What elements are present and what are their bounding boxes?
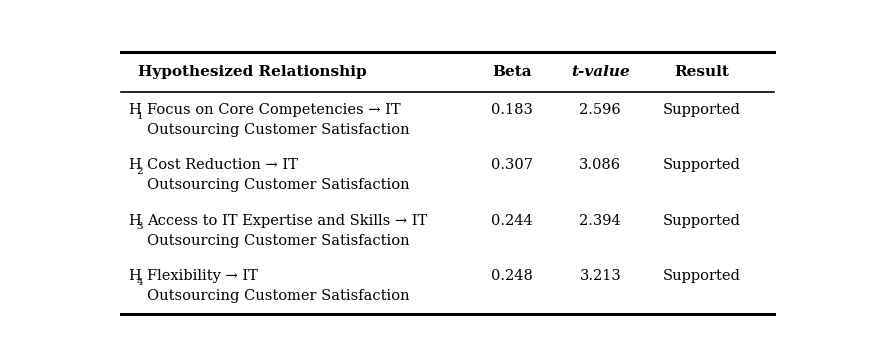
Text: Outsourcing Customer Satisfaction: Outsourcing Customer Satisfaction (147, 289, 410, 303)
Text: Outsourcing Customer Satisfaction: Outsourcing Customer Satisfaction (147, 123, 410, 137)
Text: Supported: Supported (663, 269, 741, 283)
Text: Flexibility → IT: Flexibility → IT (147, 269, 258, 283)
Text: 0.244: 0.244 (491, 214, 533, 228)
Text: 2.596: 2.596 (579, 103, 621, 117)
Text: 3: 3 (136, 222, 143, 231)
Text: 2.394: 2.394 (579, 214, 621, 228)
Text: H: H (128, 158, 141, 172)
Text: Supported: Supported (663, 214, 741, 228)
Text: 0.248: 0.248 (491, 269, 533, 283)
Text: 3.086: 3.086 (579, 158, 621, 172)
Text: Cost Reduction → IT: Cost Reduction → IT (147, 158, 298, 172)
Text: 3.213: 3.213 (579, 269, 621, 283)
Text: H: H (128, 103, 141, 117)
Text: 4: 4 (136, 278, 143, 287)
Text: 0.183: 0.183 (491, 103, 533, 117)
Text: Focus on Core Competencies → IT: Focus on Core Competencies → IT (147, 103, 401, 117)
Text: Hypothesized Relationship: Hypothesized Relationship (138, 65, 367, 79)
Text: t-value: t-value (571, 65, 629, 79)
Text: 2: 2 (136, 167, 143, 176)
Text: Access to IT Expertise and Skills → IT: Access to IT Expertise and Skills → IT (147, 214, 427, 228)
Text: Supported: Supported (663, 158, 741, 172)
Text: 0.307: 0.307 (491, 158, 533, 172)
Text: Beta: Beta (492, 65, 532, 79)
Text: Supported: Supported (663, 103, 741, 117)
Text: H: H (128, 269, 141, 283)
Text: Outsourcing Customer Satisfaction: Outsourcing Customer Satisfaction (147, 234, 410, 248)
Text: 1: 1 (136, 111, 143, 121)
Text: Result: Result (675, 65, 730, 79)
Text: H: H (128, 214, 141, 228)
Text: Outsourcing Customer Satisfaction: Outsourcing Customer Satisfaction (147, 178, 410, 192)
